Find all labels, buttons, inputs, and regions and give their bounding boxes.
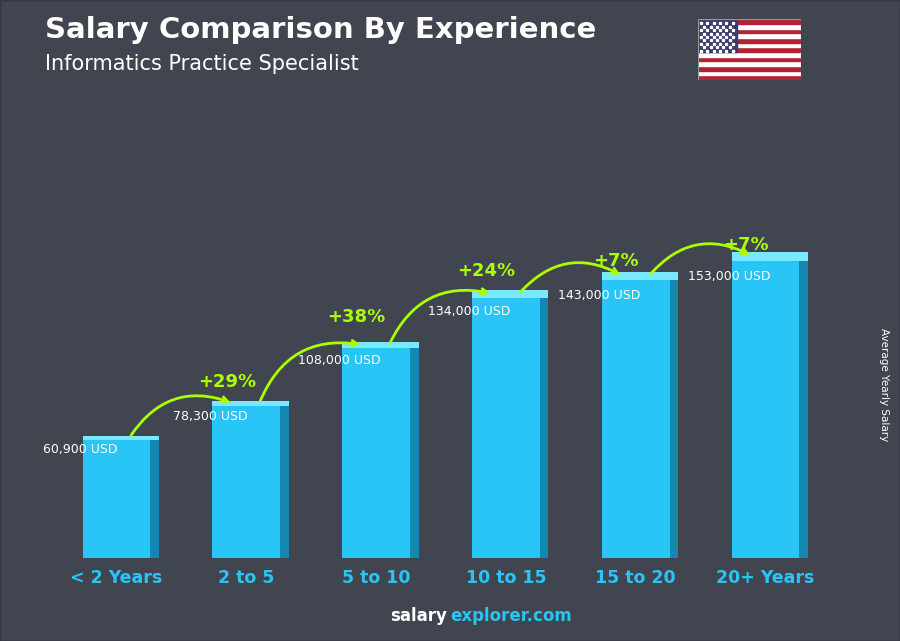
Bar xyxy=(280,406,289,558)
Text: +7%: +7% xyxy=(593,252,639,270)
Text: salary: salary xyxy=(391,607,447,625)
Bar xyxy=(602,280,670,558)
Bar xyxy=(698,24,801,29)
Text: +29%: +29% xyxy=(198,374,256,392)
Text: 134,000 USD: 134,000 USD xyxy=(428,306,511,319)
Bar xyxy=(602,272,679,280)
Text: Informatics Practice Specialist: Informatics Practice Specialist xyxy=(45,54,359,74)
Bar xyxy=(698,71,801,76)
Bar xyxy=(698,66,801,71)
Bar xyxy=(540,297,548,558)
Bar xyxy=(698,52,801,56)
Text: 60,900 USD: 60,900 USD xyxy=(43,443,117,456)
Bar xyxy=(472,297,540,558)
Bar xyxy=(472,290,548,297)
Bar xyxy=(698,56,801,62)
Text: Salary Comparison By Experience: Salary Comparison By Experience xyxy=(45,16,596,44)
Bar xyxy=(698,62,801,66)
Bar xyxy=(212,406,280,558)
Bar xyxy=(698,38,801,43)
Bar xyxy=(698,47,801,52)
Bar xyxy=(698,19,801,24)
Bar xyxy=(212,401,289,406)
Bar xyxy=(698,29,801,33)
Bar xyxy=(698,76,801,80)
Text: 143,000 USD: 143,000 USD xyxy=(558,288,641,301)
Text: explorer.com: explorer.com xyxy=(450,607,572,625)
Bar xyxy=(698,33,801,38)
Bar xyxy=(670,280,679,558)
Text: 78,300 USD: 78,300 USD xyxy=(173,410,248,423)
Bar xyxy=(698,19,737,52)
Bar xyxy=(732,252,808,261)
Text: +7%: +7% xyxy=(724,237,769,254)
Bar xyxy=(150,440,159,558)
Text: 153,000 USD: 153,000 USD xyxy=(688,270,770,283)
Bar xyxy=(732,261,799,558)
Bar xyxy=(410,348,418,558)
Bar xyxy=(83,436,159,440)
Text: +24%: +24% xyxy=(457,262,516,279)
Text: +38%: +38% xyxy=(328,308,386,326)
Bar xyxy=(342,342,418,348)
Bar xyxy=(799,261,808,558)
Bar xyxy=(83,440,150,558)
Text: Average Yearly Salary: Average Yearly Salary xyxy=(878,328,889,441)
Bar xyxy=(698,43,801,47)
Text: 108,000 USD: 108,000 USD xyxy=(299,354,381,367)
Bar xyxy=(342,348,410,558)
